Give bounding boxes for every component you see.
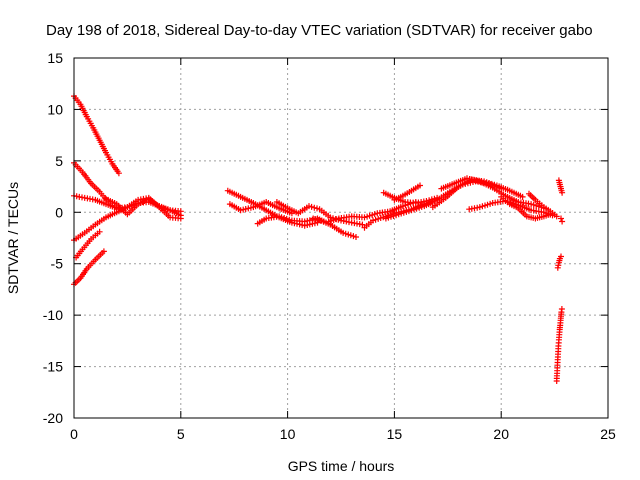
plot-frame (73, 57, 609, 419)
series-arc-25 (553, 306, 565, 384)
x-tick-label: 10 (280, 426, 296, 442)
scatter-point-markers (553, 306, 565, 384)
scatter-point-markers (438, 175, 547, 212)
scatter-point-markers (71, 194, 184, 244)
y-tick-label: 10 (47, 101, 63, 117)
series-arc-5 (73, 228, 103, 261)
y-tick-label: 5 (55, 153, 63, 169)
series-arc-7 (103, 195, 184, 222)
x-tick-label: 0 (70, 426, 78, 442)
series-arc-4 (71, 194, 184, 244)
series-arc-24 (554, 253, 564, 271)
series-arc-1 (71, 93, 122, 177)
scatter-point-markers (391, 182, 423, 203)
scatter-point-markers (226, 199, 295, 217)
y-axis-label: SDTVAR / TECUs (5, 182, 21, 294)
series-arc-21 (526, 190, 560, 220)
x-axis-label: GPS time / hours (288, 458, 395, 474)
series-arc-9 (226, 199, 295, 217)
scatter-point-markers (103, 195, 184, 222)
scatter-point-markers (73, 228, 103, 261)
chart-ticks: 0 5 10 15 20 25 -20 -15 -10 -5 0 5 10 15 (43, 50, 616, 442)
y-tick-label: -20 (43, 410, 63, 426)
x-tick-label: 20 (493, 426, 509, 442)
series-arc-16 (391, 182, 423, 203)
series-arc-6 (71, 248, 107, 288)
data-series (71, 93, 566, 384)
series-arc-23 (558, 215, 566, 225)
scatter-point-markers (310, 199, 419, 226)
series-arc-12 (310, 199, 419, 226)
chart-title: Day 198 of 2018, Sidereal Day-to-day VTE… (46, 22, 593, 39)
scatter-point-markers (498, 193, 556, 222)
y-tick-label: -10 (43, 307, 63, 323)
x-tick-label: 5 (177, 426, 185, 442)
y-tick-label: -5 (51, 256, 64, 272)
x-tick-label: 15 (387, 426, 403, 442)
scatter-point-markers (526, 190, 560, 220)
scatter-point-markers (554, 253, 564, 271)
scatter-point-markers (71, 248, 107, 288)
y-tick-label: 0 (55, 204, 63, 220)
chart-grid (74, 58, 608, 418)
series-arc-20 (498, 193, 556, 222)
series-arc-22 (555, 177, 566, 196)
series-arc-18 (438, 175, 547, 212)
scatter-point-markers (558, 215, 566, 225)
scatter-point-markers (555, 177, 566, 196)
x-tick-label: 25 (600, 426, 616, 442)
y-tick-label: 15 (47, 50, 63, 66)
y-tick-label: -15 (43, 359, 63, 375)
scatter-point-markers (71, 93, 122, 177)
